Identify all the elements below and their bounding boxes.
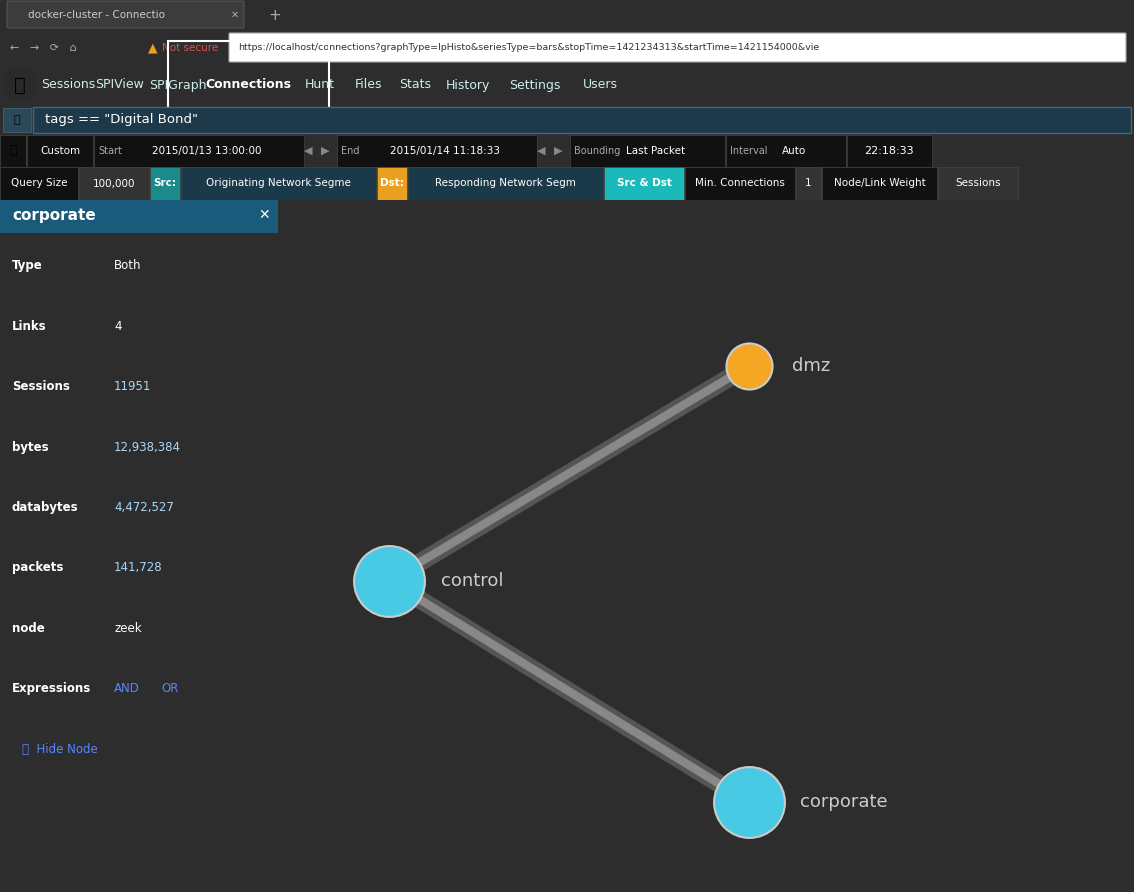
Text: Bounding: Bounding: [574, 146, 620, 156]
Text: ▶: ▶: [553, 146, 562, 156]
FancyBboxPatch shape: [3, 108, 31, 132]
FancyBboxPatch shape: [229, 33, 1126, 62]
Text: ✕: ✕: [259, 209, 270, 222]
FancyBboxPatch shape: [0, 200, 278, 233]
Point: [739, 795, 758, 809]
Text: Settings: Settings: [509, 78, 560, 92]
Text: SPIView: SPIView: [95, 78, 144, 92]
Text: Dst:: Dst:: [380, 178, 404, 188]
Text: Sessions: Sessions: [11, 380, 70, 393]
Text: 2015/01/13 13:00:00: 2015/01/13 13:00:00: [152, 146, 262, 156]
Text: https://localhost/connections?graphType=lpHisto&seriesType=bars&stopTime=1421234: https://localhost/connections?graphType=…: [238, 44, 819, 53]
FancyBboxPatch shape: [376, 167, 407, 200]
Text: Users: Users: [583, 78, 618, 92]
Text: 🦉: 🦉: [14, 76, 26, 95]
FancyBboxPatch shape: [33, 107, 1131, 133]
Text: Src:: Src:: [153, 178, 177, 188]
Text: ◀: ◀: [304, 146, 312, 156]
Text: 11951: 11951: [115, 380, 152, 393]
FancyBboxPatch shape: [408, 167, 603, 200]
Text: 141,728: 141,728: [115, 561, 163, 574]
Text: Last Packet: Last Packet: [626, 146, 685, 156]
Text: Expressions: Expressions: [11, 682, 91, 695]
FancyBboxPatch shape: [822, 167, 937, 200]
FancyBboxPatch shape: [337, 135, 538, 167]
Point: [380, 574, 398, 588]
Text: Min. Connections: Min. Connections: [695, 178, 785, 188]
Text: 👁  Hide Node: 👁 Hide Node: [22, 743, 98, 756]
Text: OR: OR: [162, 682, 179, 695]
Text: Connections: Connections: [205, 78, 291, 92]
Text: ←   →   ⟳   ⌂: ← → ⟳ ⌂: [10, 43, 77, 53]
Text: 12,938,384: 12,938,384: [115, 441, 181, 454]
Text: ▲: ▲: [149, 42, 158, 54]
Text: End: End: [341, 146, 359, 156]
Text: databytes: databytes: [11, 501, 78, 514]
Text: Files: Files: [354, 78, 382, 92]
Text: 100,000: 100,000: [93, 178, 135, 188]
Text: Start: Start: [98, 146, 121, 156]
Text: 🔍: 🔍: [14, 115, 20, 125]
Text: packets: packets: [11, 561, 64, 574]
Text: zeek: zeek: [115, 622, 142, 635]
FancyBboxPatch shape: [685, 167, 795, 200]
FancyBboxPatch shape: [181, 167, 376, 200]
FancyBboxPatch shape: [570, 135, 725, 167]
Text: docker-cluster - Connectio: docker-cluster - Connectio: [28, 10, 166, 20]
Text: ▶: ▶: [321, 146, 329, 156]
Text: Sessions: Sessions: [41, 78, 95, 92]
Text: AND: AND: [115, 682, 139, 695]
Text: Query Size: Query Size: [10, 178, 67, 188]
FancyBboxPatch shape: [94, 135, 304, 167]
FancyBboxPatch shape: [27, 135, 93, 167]
Text: ◀: ◀: [536, 146, 545, 156]
Text: Links: Links: [11, 320, 46, 333]
Text: SPIGraph: SPIGraph: [150, 78, 206, 92]
FancyBboxPatch shape: [0, 167, 78, 200]
Text: Type: Type: [11, 260, 43, 272]
Text: Interval: Interval: [730, 146, 768, 156]
Text: Stats: Stats: [399, 78, 431, 92]
Circle shape: [5, 69, 36, 101]
FancyBboxPatch shape: [726, 135, 846, 167]
Text: Originating Network Segme: Originating Network Segme: [206, 178, 350, 188]
Text: History: History: [446, 78, 490, 92]
FancyBboxPatch shape: [847, 135, 932, 167]
Text: Sessions: Sessions: [955, 178, 1000, 188]
FancyBboxPatch shape: [79, 167, 149, 200]
FancyBboxPatch shape: [796, 167, 821, 200]
FancyBboxPatch shape: [7, 1, 244, 28]
Text: 1: 1: [805, 178, 812, 188]
Text: Custom: Custom: [40, 146, 81, 156]
Text: ✕: ✕: [231, 10, 239, 20]
Text: Auto: Auto: [781, 146, 806, 156]
Text: Both: Both: [115, 260, 142, 272]
Text: 4: 4: [115, 320, 121, 333]
Text: bytes: bytes: [11, 441, 49, 454]
Text: ⏱: ⏱: [9, 145, 17, 158]
Text: +: +: [269, 7, 281, 22]
FancyBboxPatch shape: [150, 167, 180, 200]
FancyBboxPatch shape: [938, 167, 1018, 200]
Point: [739, 359, 758, 373]
Text: Not secure: Not secure: [162, 43, 218, 53]
FancyBboxPatch shape: [604, 167, 684, 200]
Text: Node/Link Weight: Node/Link Weight: [833, 178, 925, 188]
FancyBboxPatch shape: [0, 135, 26, 167]
Text: tags == "Digital Bond": tags == "Digital Bond": [45, 113, 198, 127]
Text: corporate: corporate: [11, 208, 95, 223]
Text: 4,472,527: 4,472,527: [115, 501, 174, 514]
Text: Responding Network Segm: Responding Network Segm: [435, 178, 576, 188]
Text: control: control: [440, 572, 503, 590]
Text: 22:18:33: 22:18:33: [864, 146, 914, 156]
Text: corporate: corporate: [801, 793, 888, 811]
Text: dmz: dmz: [792, 357, 830, 375]
Text: Hunt: Hunt: [305, 78, 335, 92]
Text: node: node: [11, 622, 44, 635]
Text: 2015/01/14 11:18:33: 2015/01/14 11:18:33: [390, 146, 500, 156]
Text: Src & Dst: Src & Dst: [617, 178, 671, 188]
